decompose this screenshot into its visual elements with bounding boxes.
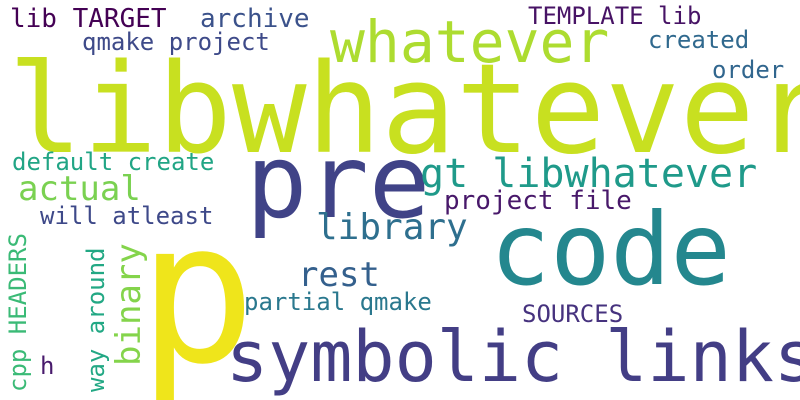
word: will atleast <box>40 202 214 230</box>
word: symbolic links <box>226 316 800 398</box>
word: library <box>316 207 468 248</box>
word: way around <box>82 247 110 393</box>
word: gt libwhatever <box>420 151 758 197</box>
word: TEMPLATE lib <box>528 2 702 30</box>
word: binary <box>109 243 149 366</box>
word: qmake project <box>82 28 270 56</box>
word: p <box>138 180 257 400</box>
word: default create <box>12 148 215 176</box>
word: cpp HEADERS <box>4 233 32 392</box>
word: project file <box>444 186 632 216</box>
word: actual <box>18 169 141 209</box>
word: archive <box>200 4 310 34</box>
word: rest <box>298 255 380 295</box>
word: created <box>648 26 750 54</box>
word: order <box>712 56 785 84</box>
word: pre <box>246 123 431 242</box>
word: whatever <box>330 8 610 76</box>
word: SOURCES <box>522 300 624 328</box>
word: lib TARGET <box>10 4 167 34</box>
word: libwhatever <box>8 38 800 182</box>
word: h <box>40 352 55 380</box>
word: partial qmake <box>244 288 432 316</box>
word: code <box>490 191 731 308</box>
